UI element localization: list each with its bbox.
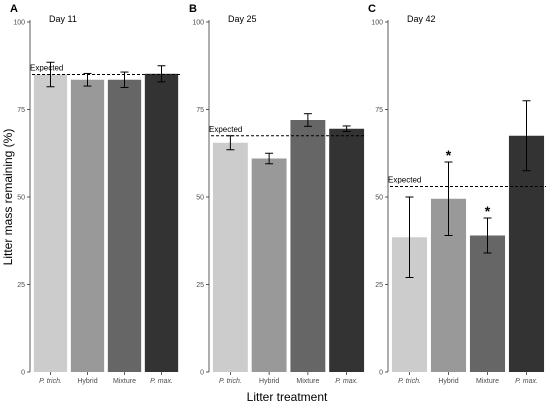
bar-a-2 xyxy=(70,79,105,372)
y-tick-label: 75 xyxy=(196,107,204,114)
y-tick-label: 50 xyxy=(375,195,383,202)
y-tick-label: 50 xyxy=(196,195,204,202)
error-bar-c-1 xyxy=(405,196,414,278)
x-tick-label: Hybrid xyxy=(77,378,97,385)
x-tick-label: P. max. xyxy=(150,378,173,385)
error-bar-a-4 xyxy=(157,65,166,83)
bar-a-3 xyxy=(107,79,142,372)
x-tick-label: Mixture xyxy=(296,378,319,385)
y-tick-label: 100 xyxy=(192,20,204,27)
x-tick-label: P. max. xyxy=(335,378,358,385)
x-tick-label: P. trich. xyxy=(219,378,242,385)
error-bar-a-1 xyxy=(46,61,55,88)
error-bar-c-3 xyxy=(483,217,492,254)
y-tick-label: 75 xyxy=(375,107,383,114)
bar-b-4 xyxy=(329,128,365,372)
error-bar-a-2 xyxy=(83,72,92,87)
error-bar-b-3 xyxy=(303,113,312,127)
error-bar-b-1 xyxy=(226,135,235,151)
panel-title-a: Day 11 xyxy=(49,14,77,24)
panel-c: Expected * * 0 25 50 75 100 P. trich. Hybrid Mixtu… xyxy=(368,3,546,385)
y-tick-label: 0 xyxy=(21,370,25,377)
expected-label-b: Expected xyxy=(209,125,242,134)
expected-label-a: Expected xyxy=(30,64,63,73)
y-tick-label: 25 xyxy=(196,282,204,289)
y-tick-label: 25 xyxy=(375,282,383,289)
y-tick-label: 75 xyxy=(17,107,25,114)
bar-c-3 xyxy=(469,235,506,372)
bar-b-1 xyxy=(212,142,248,372)
panel-title-b: Day 25 xyxy=(228,14,257,24)
error-bar-b-4 xyxy=(342,125,351,133)
bar-b-2 xyxy=(251,158,287,372)
bar-b-3 xyxy=(290,120,326,372)
y-tick-label: 0 xyxy=(379,370,383,377)
expected-label-c: Expected xyxy=(388,176,421,185)
panel-label-b: B xyxy=(189,3,197,15)
panel-label-c: C xyxy=(368,3,376,15)
x-tick-label: P. max. xyxy=(515,378,538,385)
x-tick-label: P. trich. xyxy=(39,378,62,385)
y-tick-label: 100 xyxy=(13,20,25,27)
y-tick-label: 100 xyxy=(371,20,383,27)
error-bar-a-3 xyxy=(120,71,129,88)
bar-a-4 xyxy=(144,73,179,373)
panel-a: Expected 0 25 50 75 100 P. trich. Hybrid Mixture… xyxy=(10,3,180,385)
x-tick-label: Mixture xyxy=(113,378,136,385)
x-axis-label: Litter treatment xyxy=(247,390,328,404)
bar-a-1 xyxy=(33,74,68,372)
y-tick-label: 50 xyxy=(17,195,25,202)
error-bar-b-2 xyxy=(265,152,274,165)
x-tick-label: Hybrid xyxy=(259,378,279,385)
bar-c-4 xyxy=(508,135,545,372)
y-axis-label: Litter mass remaining (%) xyxy=(1,129,15,266)
x-tick-label: Hybrid xyxy=(438,378,458,385)
panel-label-a: A xyxy=(10,3,18,15)
significance-marker-c-2: * xyxy=(446,147,452,163)
significance-marker-c-3: * xyxy=(485,203,491,219)
error-bar-c-2 xyxy=(444,161,453,236)
panel-title-c: Day 42 xyxy=(407,14,436,24)
panels: Expected 0 25 50 75 100 P. trich. Hybrid Mixture… xyxy=(10,3,546,385)
x-tick-label: P. trich. xyxy=(398,378,421,385)
panel-b: Expected 0 25 50 75 100 P. trich. Hybrid Mixture… xyxy=(189,3,366,385)
y-tick-label: 25 xyxy=(17,282,25,289)
error-bar-c-4 xyxy=(522,100,531,172)
y-tick-label: 0 xyxy=(200,370,204,377)
x-tick-label: Mixture xyxy=(476,378,499,385)
